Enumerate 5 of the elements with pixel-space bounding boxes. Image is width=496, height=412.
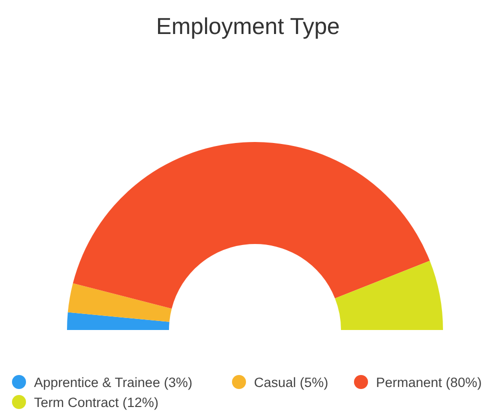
legend-label: Term Contract (12%) xyxy=(34,395,159,410)
legend-label: Casual (5%) xyxy=(254,375,328,390)
chart-title: Employment Type xyxy=(156,13,340,39)
legend-label: Permanent (80%) xyxy=(376,375,482,390)
legend-label: Apprentice & Trainee (3%) xyxy=(34,375,192,390)
